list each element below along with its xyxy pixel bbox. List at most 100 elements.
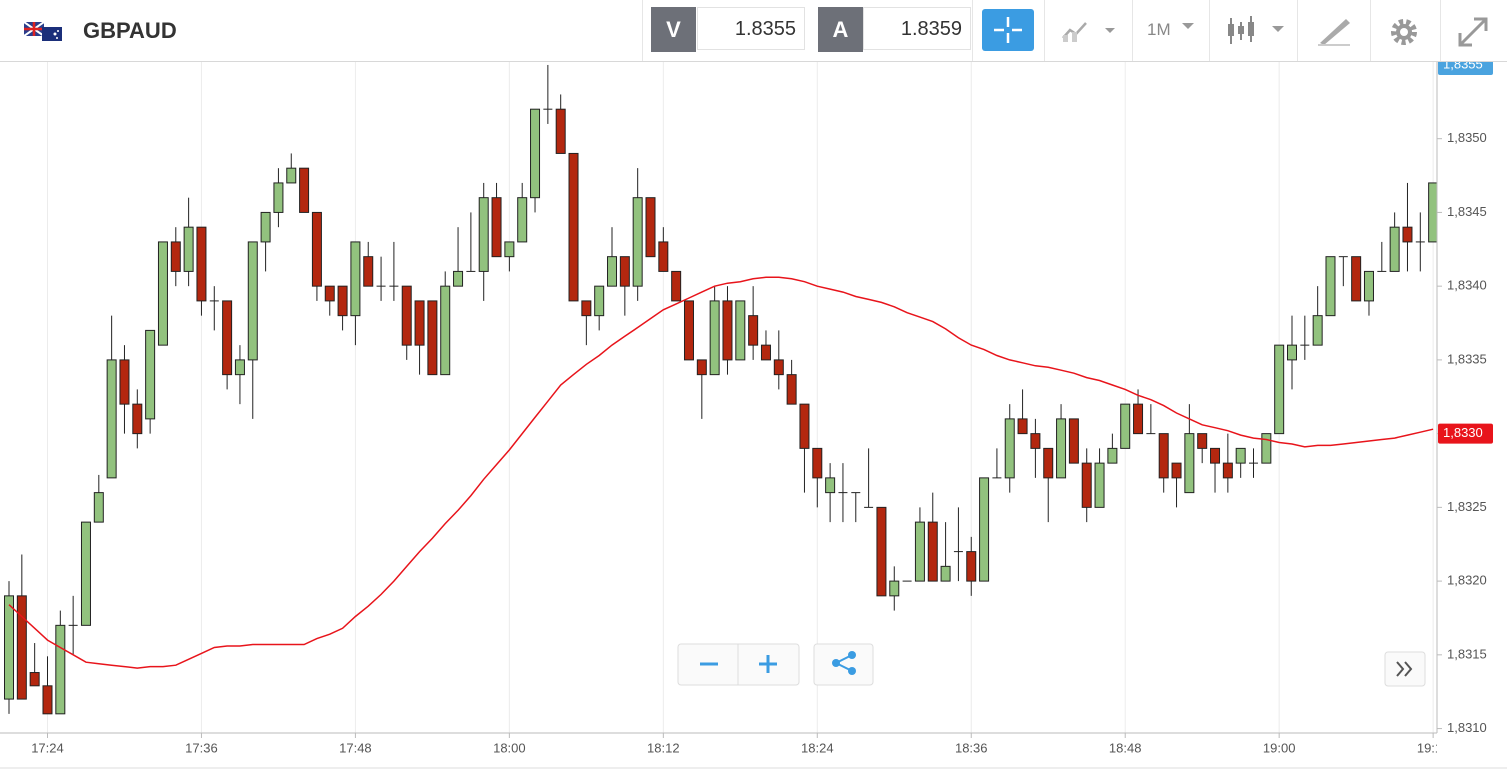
- candle-body: [440, 285, 451, 376]
- y-tick-label: 1,8345: [1447, 204, 1487, 219]
- bid-value[interactable]: 1.8355: [697, 7, 805, 50]
- separator: [1370, 0, 1371, 61]
- candle-body: [1235, 447, 1246, 464]
- candle-body: [1351, 256, 1362, 302]
- crosshair-button[interactable]: [982, 9, 1034, 51]
- x-tick-label: 17:36: [185, 740, 218, 755]
- fullscreen-button[interactable]: [1456, 15, 1490, 49]
- candle-body: [286, 167, 297, 184]
- scroll-box: [1384, 651, 1426, 687]
- candle-body: [1402, 226, 1413, 243]
- candle-type-button[interactable]: [1226, 14, 1288, 48]
- candle-body: [260, 211, 271, 243]
- candle-body: [876, 506, 887, 597]
- y-tick-label: 1,8335: [1447, 351, 1487, 366]
- candle-body: [1171, 462, 1182, 479]
- candle-body: [760, 344, 771, 361]
- y-tick-label: 1,8310: [1447, 720, 1487, 735]
- x-tick-label: 19:12: [1417, 740, 1450, 755]
- candle-body: [119, 359, 130, 405]
- candle-body: [786, 374, 797, 405]
- y-tick-label: 1,8315: [1447, 646, 1487, 661]
- candle-body: [1081, 462, 1092, 508]
- candle-body: [1094, 462, 1105, 508]
- candle-body: [1287, 344, 1297, 361]
- separator: [642, 0, 643, 61]
- candle-body: [363, 256, 374, 287]
- candle-body: [1197, 433, 1208, 449]
- candle-body: [568, 152, 579, 302]
- moving-average-line: [8, 276, 1434, 669]
- candle-body: [106, 359, 117, 479]
- chart-type-button[interactable]: [1060, 18, 1120, 44]
- x-tick-label: 18:48: [1109, 740, 1142, 755]
- candle-body: [914, 521, 925, 582]
- candle-body: [80, 521, 91, 626]
- candle-body: [273, 182, 284, 213]
- ask-value[interactable]: 1.8359: [863, 7, 971, 50]
- candle-body: [453, 270, 464, 287]
- candle-body: [1133, 403, 1144, 435]
- candle-body: [427, 300, 438, 376]
- candle-body: [337, 285, 348, 317]
- candle-body: [1068, 418, 1079, 464]
- share-box: [813, 643, 874, 686]
- timeframe[interactable]: 1M: [1147, 20, 1171, 39]
- scroll-right-button[interactable]: [1396, 661, 1413, 677]
- y-tick-label: 1,8350: [1447, 130, 1487, 145]
- candle-body: [311, 211, 322, 287]
- candle-body: [940, 565, 951, 582]
- candle-body: [722, 300, 733, 361]
- zoom-in-button[interactable]: [759, 655, 777, 673]
- candle-body: [222, 300, 233, 376]
- candle-body: [555, 108, 566, 154]
- candle-body: [645, 197, 656, 258]
- bid-label[interactable]: V: [651, 7, 696, 52]
- candle-body: [1389, 226, 1400, 272]
- y-tick-label: 1,8325: [1447, 499, 1487, 514]
- candle-body: [55, 624, 66, 715]
- candle-body: [1120, 403, 1131, 449]
- ask-label[interactable]: A: [818, 7, 863, 52]
- candle-body: [234, 359, 245, 376]
- candle-body: [170, 241, 181, 272]
- candle-body: [966, 551, 977, 582]
- candle-body: [696, 359, 707, 376]
- drawing-button[interactable]: [1316, 15, 1352, 47]
- y-tick-label: 1,8320: [1447, 573, 1487, 588]
- candle-body: [1428, 182, 1437, 243]
- caret[interactable]: [1180, 18, 1200, 38]
- candle-body: [1030, 433, 1041, 449]
- candle-body: [517, 197, 528, 243]
- candle-body: [132, 403, 143, 435]
- zoom-controls: [677, 643, 1426, 687]
- candle-body: [504, 241, 515, 258]
- candle-body: [157, 241, 168, 346]
- candle-body: [530, 108, 541, 199]
- candle-body: [93, 492, 104, 523]
- share-button[interactable]: [832, 651, 856, 675]
- candle-body: [196, 226, 207, 302]
- candle-body: [619, 256, 630, 287]
- candle-body: [350, 241, 361, 317]
- candle-body: [773, 359, 784, 376]
- price-tag: [1438, 423, 1493, 444]
- candle-body: [683, 300, 694, 361]
- candle-body: [183, 226, 194, 272]
- candle-body: [1222, 462, 1233, 479]
- candle-body: [1158, 433, 1169, 479]
- candle-body: [16, 595, 27, 700]
- x-tick-label: 18:12: [647, 740, 680, 755]
- candle-body: [632, 197, 643, 287]
- x-tick-label: 18:24: [801, 740, 834, 755]
- candle-body: [1363, 270, 1374, 302]
- candle-body: [478, 197, 489, 272]
- candle-body: [1184, 433, 1195, 494]
- candle-body: [324, 285, 335, 302]
- candle-body: [671, 270, 682, 302]
- settings-button[interactable]: [1387, 15, 1421, 49]
- candle-body: [1274, 344, 1285, 435]
- candle-body: [145, 329, 156, 420]
- candle-body: [979, 477, 990, 582]
